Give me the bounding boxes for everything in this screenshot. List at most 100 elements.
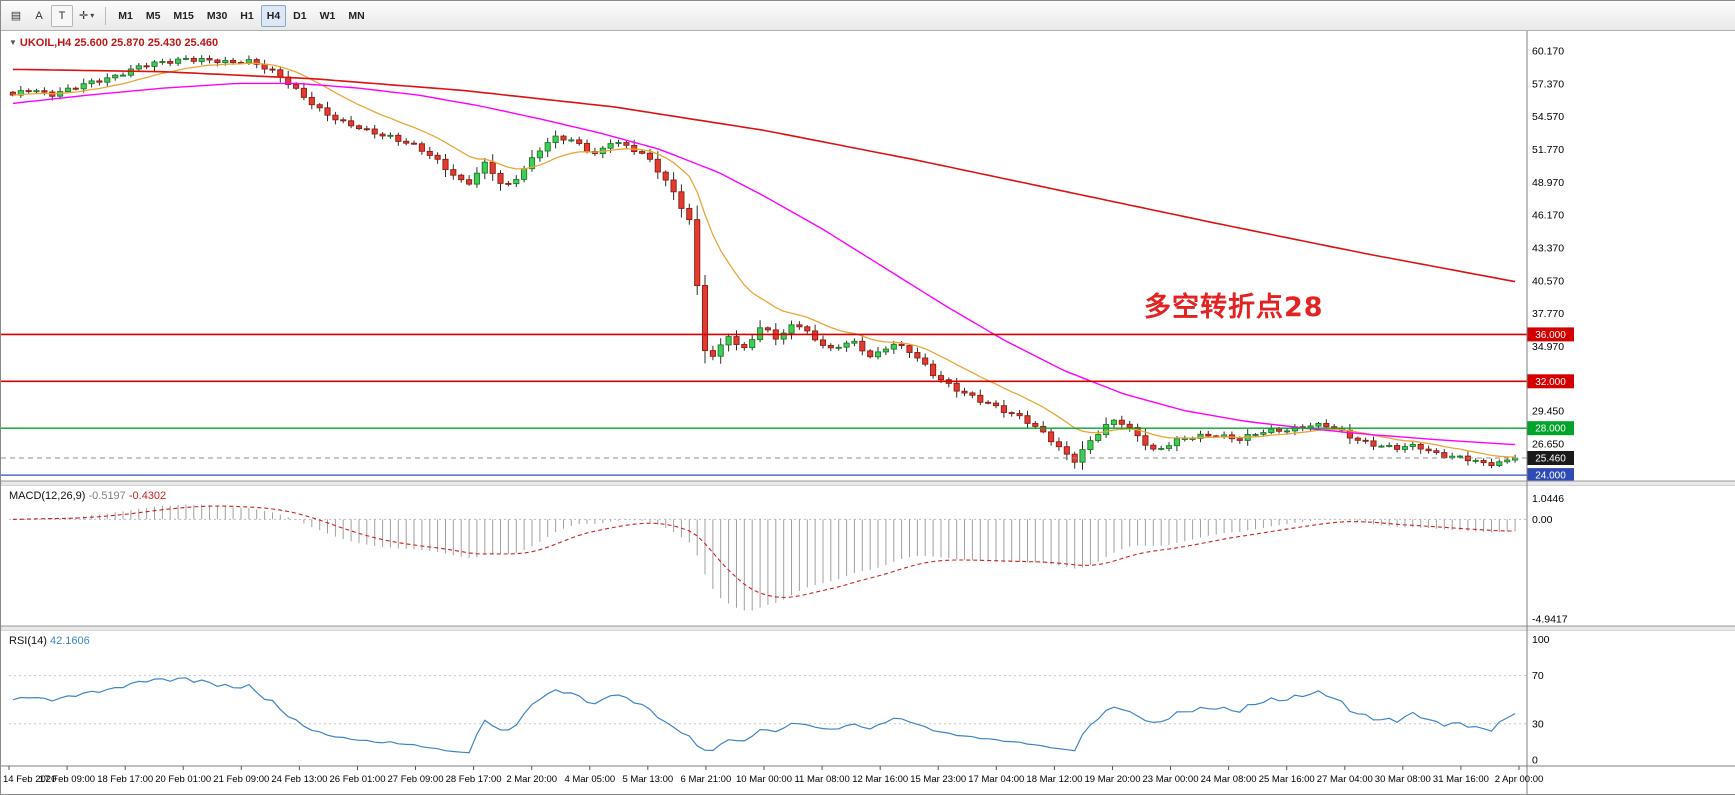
- candle-body: [607, 143, 614, 149]
- crosshair-glyph: ✛: [79, 10, 89, 22]
- candle-body: [127, 68, 134, 76]
- time-tick-label: 15 Mar 23:00: [910, 774, 966, 785]
- ma-slow-line: [12, 68, 1516, 283]
- candle-body: [521, 168, 528, 180]
- candle-body: [1496, 461, 1503, 466]
- candle-body: [733, 336, 740, 345]
- candle-body: [1488, 462, 1495, 466]
- pane-splitter-2[interactable]: [1, 626, 1735, 631]
- candle-body: [80, 83, 87, 90]
- candle-body: [418, 143, 425, 152]
- timeframe-h4[interactable]: H4: [260, 4, 287, 27]
- candle-body: [670, 179, 677, 193]
- chart-grid-icon[interactable]: ▤: [5, 5, 27, 27]
- rsi-tick-label: 30: [1532, 718, 1544, 730]
- timeframe-h1[interactable]: H1: [234, 5, 259, 27]
- candle-body: [898, 343, 905, 346]
- timeframe-m30[interactable]: M30: [201, 5, 233, 27]
- price-tick-label: 51.770: [1532, 144, 1564, 156]
- candle-body: [1370, 440, 1377, 447]
- text-tool-icon[interactable]: T: [51, 4, 73, 27]
- candle-body: [277, 69, 284, 78]
- candle-body: [426, 150, 433, 156]
- candle-body: [528, 157, 536, 170]
- candle-body: [961, 390, 968, 394]
- candle-body: [175, 58, 182, 64]
- timeframe-m1[interactable]: M1: [112, 5, 139, 27]
- annotation-a-icon[interactable]: A: [28, 5, 50, 27]
- candle-body: [1268, 428, 1275, 434]
- time-tick-label: 23 Mar 00:00: [1143, 774, 1199, 785]
- ma-fast-line: [12, 62, 1516, 458]
- text-tool-glyph: T: [58, 9, 66, 22]
- candle-body: [1197, 433, 1204, 439]
- collapse-arrow-icon: ▼: [9, 38, 17, 47]
- candle-body: [1087, 440, 1094, 451]
- time-tick-label: 20 Feb 01:00: [155, 774, 211, 785]
- rsi-canvas[interactable]: [1, 631, 1527, 766]
- price-tick-label: 46.170: [1532, 210, 1564, 222]
- time-tick-label: 19 Mar 20:00: [1085, 774, 1141, 785]
- candle-body: [206, 58, 213, 61]
- time-tick-label: 27 Feb 09:00: [388, 774, 444, 785]
- candle-body: [788, 324, 795, 334]
- candle-body: [977, 394, 984, 403]
- candle-body: [678, 191, 685, 209]
- timeframe-w1[interactable]: W1: [314, 5, 342, 27]
- candle-body: [269, 68, 276, 71]
- candle-body: [143, 65, 150, 68]
- time-tick-label: 11 Mar 08:00: [794, 774, 849, 785]
- hline-36.000-tag-label: 36.000: [1535, 330, 1566, 341]
- candle-body: [450, 169, 457, 176]
- candle-body: [914, 352, 921, 359]
- candle-body: [245, 59, 252, 64]
- main-chart-canvas[interactable]: [1, 31, 1527, 481]
- candle-body: [253, 59, 260, 65]
- timeframe-m15[interactable]: M15: [167, 5, 199, 27]
- candle-body: [1016, 413, 1023, 417]
- candle-body: [1205, 433, 1212, 437]
- candle-body: [1449, 455, 1456, 459]
- candle-body: [662, 171, 669, 181]
- candle-body: [1433, 450, 1440, 453]
- candle-body: [851, 340, 858, 344]
- chart-area[interactable]: 36.000 32.000 28.000 24.000 25.460 60.170 57.3…: [1, 31, 1735, 794]
- candle-body: [64, 87, 72, 93]
- crosshair-icon[interactable]: ✛ ▾: [74, 5, 99, 27]
- time-tick-label: 17 Mar 04:00: [968, 774, 1024, 785]
- timeframe-d1[interactable]: D1: [287, 5, 312, 27]
- candle-body: [969, 392, 976, 396]
- price-axis-column: [1527, 31, 1735, 794]
- candle-body: [1142, 435, 1149, 446]
- candle-body: [843, 342, 850, 348]
- candle-body: [434, 154, 441, 160]
- candle-body: [1055, 441, 1062, 448]
- candle-body: [1079, 449, 1086, 463]
- candle-body: [222, 59, 229, 63]
- price-tick-label: 60.170: [1532, 45, 1564, 57]
- candle-body: [308, 96, 315, 106]
- symbol-ohlc-label: ▼ UKOIL,H4 25.600 25.870 25.430 25.460: [9, 37, 218, 49]
- candle-body: [623, 142, 630, 146]
- timeframe-mn[interactable]: MN: [342, 5, 370, 27]
- pane-splitter-1[interactable]: [1, 481, 1735, 486]
- time-tick-label: 31 Mar 16:00: [1433, 774, 1489, 785]
- candle-body: [859, 340, 866, 352]
- macd-main-value: -0.5197: [88, 490, 126, 502]
- timeframe-m5[interactable]: M5: [140, 5, 167, 27]
- chart-toolbar: ▤ A T ✛ ▾ M1 M5 M15 M30 H1 H4 D1 W1 MN: [1, 1, 1735, 31]
- rsi-tick-label: 100: [1532, 634, 1550, 646]
- candle-body: [1063, 446, 1070, 455]
- candle-body: [182, 57, 190, 60]
- dropdown-caret-icon: ▾: [90, 11, 95, 20]
- macd-canvas[interactable]: [1, 486, 1527, 626]
- hline-24.000-tag-label: 24.000: [1535, 471, 1566, 482]
- price-tick-label: 34.970: [1532, 341, 1564, 353]
- candle-body: [1276, 428, 1283, 432]
- candle-body: [1456, 455, 1464, 458]
- candle-body: [316, 104, 323, 109]
- time-tick-label: 24 Mar 08:00: [1201, 774, 1257, 785]
- candle-body: [489, 161, 496, 174]
- time-tick-label: 17 Feb 09:00: [39, 774, 95, 785]
